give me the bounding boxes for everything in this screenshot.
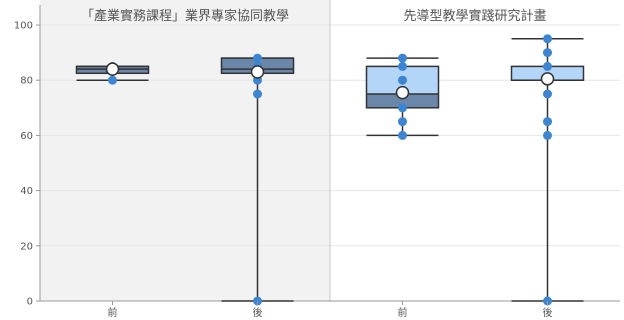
data-point[interactable] xyxy=(543,34,552,44)
x-tick-label: 前 xyxy=(398,306,408,319)
panel-background xyxy=(40,0,330,301)
data-point[interactable] xyxy=(398,117,407,127)
mean-marker[interactable] xyxy=(540,72,555,86)
data-point[interactable] xyxy=(543,117,552,127)
data-point[interactable] xyxy=(543,89,552,99)
y-tick-label: 80 xyxy=(20,76,33,87)
data-point[interactable] xyxy=(253,53,262,63)
data-point[interactable] xyxy=(543,130,552,140)
mean-marker[interactable] xyxy=(105,62,120,76)
data-point[interactable] xyxy=(543,61,552,71)
data-point[interactable] xyxy=(398,61,407,71)
box-lower[interactable] xyxy=(366,94,439,108)
data-point[interactable] xyxy=(398,75,407,85)
data-point[interactable] xyxy=(108,75,117,85)
panel-title: 「產業實務課程」業界專家協同教學 xyxy=(81,8,289,24)
y-tick-label: 40 xyxy=(20,186,33,197)
x-tick-label: 前 xyxy=(108,306,118,319)
data-point[interactable] xyxy=(398,130,407,140)
x-tick-label: 後 xyxy=(253,306,263,319)
y-tick-label: 100 xyxy=(14,21,33,32)
mean-marker[interactable] xyxy=(395,85,410,100)
y-tick-label: 60 xyxy=(20,131,33,142)
data-point[interactable] xyxy=(543,48,552,58)
data-point[interactable] xyxy=(398,53,407,63)
y-tick-label: 0 xyxy=(27,297,33,308)
x-tick-label: 後 xyxy=(543,306,553,319)
mean-marker[interactable] xyxy=(250,65,265,79)
panel-title: 先導型教學實踐研究計畫 xyxy=(403,8,546,24)
data-point[interactable] xyxy=(398,103,407,113)
y-tick-label: 20 xyxy=(20,241,33,252)
data-point[interactable] xyxy=(253,89,262,99)
